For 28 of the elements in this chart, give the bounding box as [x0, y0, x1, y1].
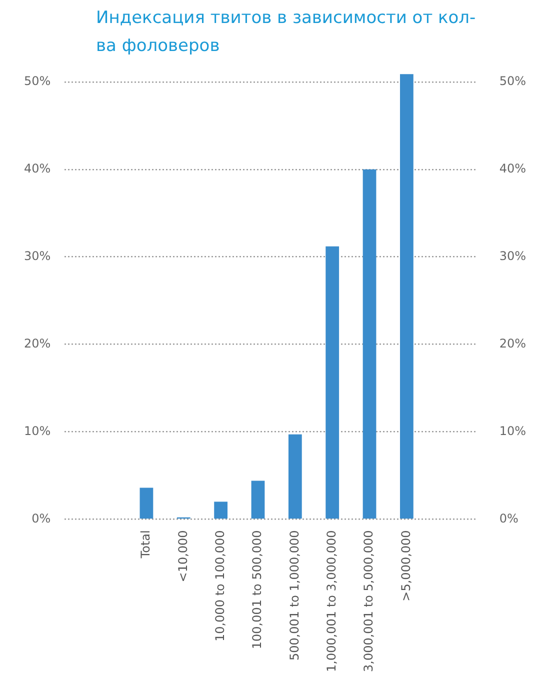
bar [326, 246, 340, 519]
x-tick-label: 100,001 to 500,000 [250, 530, 264, 650]
x-tick-label: 10,000 to 100,000 [212, 530, 227, 642]
y2-tick-label: 40% [499, 162, 526, 176]
y-tick-label: 10% [24, 424, 51, 438]
bar [400, 74, 414, 519]
y2-tick-label: 10% [499, 424, 526, 438]
bar [140, 488, 154, 519]
y2-tick-label: 30% [499, 248, 526, 263]
bar [288, 434, 302, 519]
y-tick-label: 30% [24, 248, 51, 263]
x-tick-label: Total [138, 530, 153, 560]
x-tick-label: 3,000,001 to 5,000,000 [362, 530, 376, 672]
y2-tick-label: 50% [499, 74, 526, 88]
x-tick-label: <10,000 [176, 530, 190, 582]
bar [251, 480, 265, 519]
x-tick-label: 1,000,001 to 3,000,000 [324, 530, 338, 672]
chart-title: Индексация твитов в зависимости от кол-ва фоловеров [96, 7, 476, 58]
x-tick-label: 500,001 to 1,000,000 [287, 530, 302, 661]
y-tick-label: 50% [24, 74, 51, 88]
y2-tick-label: 0% [499, 511, 518, 526]
y-tick-label: 20% [24, 336, 51, 350]
bar [214, 502, 228, 519]
y2-tick-label: 20% [499, 336, 526, 350]
x-tick-label: >5,000,000 [398, 530, 413, 602]
y-tick-label: 0% [32, 511, 51, 526]
y-tick-label: 40% [24, 162, 51, 176]
bar [362, 169, 376, 519]
